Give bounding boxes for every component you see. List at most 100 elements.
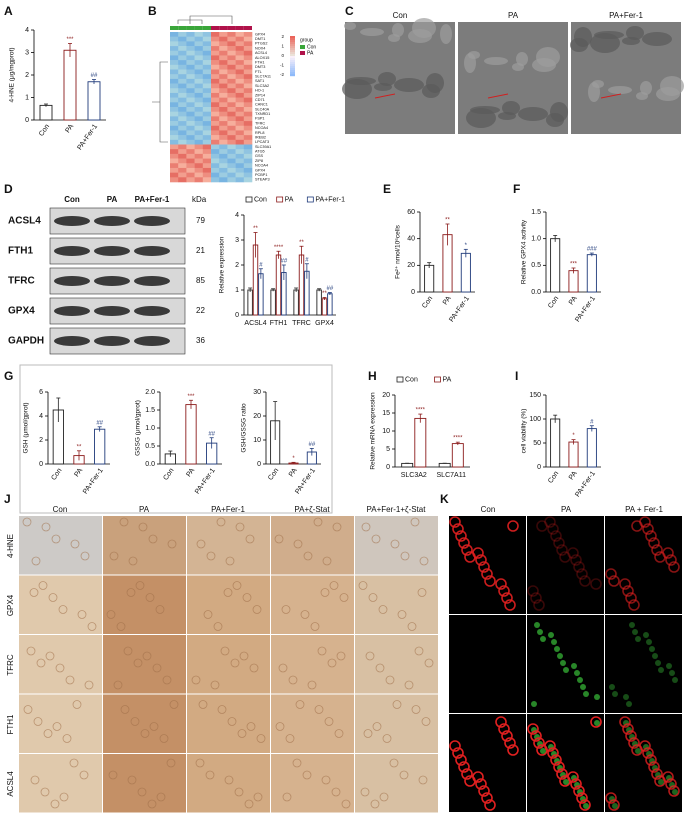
- ihc-texture: [128, 556, 138, 566]
- fluor-cell: [461, 544, 473, 556]
- heatmap-cell: [219, 107, 228, 112]
- ihc-texture: [370, 799, 380, 809]
- color-scale: [290, 64, 295, 67]
- heatmap-cell: [186, 135, 195, 141]
- color-scale: [290, 62, 295, 65]
- heatmap-cell: [178, 167, 187, 173]
- scale-label: -2: [280, 72, 284, 77]
- heatmap-cell: [219, 41, 228, 47]
- heatmap-cell: [194, 64, 204, 70]
- panel-letter: C: [345, 4, 354, 18]
- heatmap-cell: [227, 32, 236, 37]
- ihc-texture: [317, 646, 327, 656]
- heatmap-cell: [186, 149, 195, 155]
- gene-label: CD71: [255, 98, 265, 102]
- heatmap-cell: [178, 107, 187, 112]
- gene-label: NCOA4: [255, 126, 268, 130]
- ihc-texture: [313, 517, 323, 527]
- panel-g-frame: [19, 364, 333, 514]
- heatmap-cell: [178, 32, 187, 37]
- ihc-image: [103, 575, 186, 634]
- heatmap-cell: [202, 107, 212, 112]
- blot-band: [54, 306, 90, 316]
- bar: [414, 417, 427, 468]
- fluor-cell-green: [658, 779, 664, 785]
- tem-texture: [512, 63, 524, 71]
- heatmap-cell: [194, 92, 204, 98]
- y-tick-label: 40: [407, 236, 415, 243]
- heatmap-cell: [194, 55, 204, 61]
- fluor-cell: [556, 544, 568, 556]
- significance: **: [77, 444, 82, 450]
- heatmap-cell: [170, 46, 179, 52]
- heatmap-cell: [202, 177, 212, 183]
- fluor-cell-green: [646, 639, 652, 645]
- color-scale: [290, 50, 295, 53]
- heatmap-group-label: Con: [307, 44, 316, 50]
- color-scale: [290, 68, 295, 71]
- heatmap-cell: [202, 158, 212, 164]
- ihc-texture: [48, 593, 58, 602]
- heatmap-cell: [235, 92, 245, 98]
- heatmap-cell: [211, 163, 220, 169]
- ihc-texture: [133, 658, 143, 668]
- heatmap-cell: [211, 50, 220, 56]
- ihc-texture: [334, 729, 344, 738]
- dendrogram: [152, 61, 168, 143]
- ihc-texture: [288, 675, 298, 685]
- heatmap-cell: [211, 97, 220, 103]
- heatmap-cell: [235, 50, 245, 56]
- x-tick-label: Con: [547, 295, 560, 310]
- bar: [316, 289, 322, 316]
- y-tick-label: 2: [25, 72, 29, 79]
- ihc-texture: [166, 758, 176, 768]
- fluor-cell: [553, 761, 565, 773]
- heatmap-cell: [186, 69, 195, 75]
- heatmap-cell: [227, 116, 236, 122]
- heatmap-cell: [186, 88, 195, 94]
- ihc-texture: [62, 734, 72, 743]
- ihc-texture: [224, 775, 234, 785]
- heatmap-cell: [219, 172, 228, 178]
- x-tick-label: Con: [421, 295, 434, 310]
- fluor-cell: [605, 792, 617, 804]
- y-axis-label: cell viability (%): [521, 409, 528, 454]
- heatmap-cell: [227, 88, 236, 94]
- x-tick-label: GPX4: [315, 320, 334, 327]
- heatmap-cell: [243, 46, 253, 52]
- ihc-texture: [43, 729, 53, 738]
- heatmap-cell: [235, 130, 245, 136]
- ihc-texture: [41, 522, 51, 532]
- tem-header: PA+Fer-1: [609, 11, 643, 20]
- heatmap-group-bar: [186, 26, 195, 30]
- bar: [438, 462, 451, 468]
- y-tick-label: 150: [529, 392, 541, 399]
- fluor-cell-green: [612, 691, 618, 697]
- gene-label: ATG5: [255, 150, 265, 154]
- y-tick-label: 100: [529, 416, 541, 423]
- heatmap-cell: [170, 78, 179, 84]
- heatmap-cell: [243, 177, 253, 183]
- fluor-cell-green: [531, 701, 537, 707]
- heatmap-group-bar: [170, 26, 179, 30]
- bar: [327, 293, 333, 316]
- color-scale: [290, 72, 295, 75]
- heatmap-cell: [170, 149, 179, 155]
- tem-texture: [546, 113, 564, 127]
- fluor-cell-green: [580, 684, 586, 690]
- heatmap-cell: [211, 46, 220, 52]
- heatmap-cell: [235, 107, 245, 112]
- ihc-texture: [38, 581, 48, 590]
- heatmap-cell: [211, 74, 220, 80]
- ihc-texture: [417, 588, 427, 597]
- color-scale: [290, 46, 295, 49]
- gene-label: ZIP8: [255, 159, 263, 163]
- heatmap-cell: [235, 46, 245, 52]
- fluor-cell: [504, 599, 516, 611]
- heatmap-cell: [178, 64, 187, 70]
- heatmap-cell: [235, 177, 245, 183]
- y-tick-label: 20: [382, 392, 390, 399]
- fluor-cell-green: [548, 632, 554, 638]
- heatmap-cell: [219, 139, 228, 145]
- ihc-row-label: 4-HNE: [6, 534, 15, 558]
